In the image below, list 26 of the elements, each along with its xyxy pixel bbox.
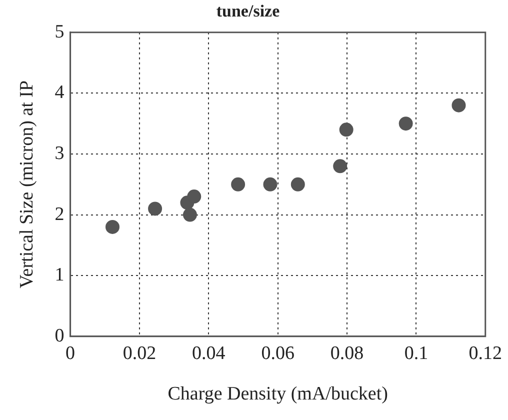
x-tick-label: 0.1: [404, 342, 428, 364]
y-tick-label: 5: [54, 21, 64, 42]
x-tick-label: 0.04: [192, 342, 226, 364]
chart-title: tune/size: [216, 2, 280, 21]
point: [263, 177, 278, 192]
point: [187, 190, 202, 204]
point: [231, 177, 246, 192]
x-tick-label: 0.02: [122, 342, 156, 364]
point: [398, 116, 413, 131]
point: [182, 208, 197, 222]
point: [333, 159, 348, 174]
y-tick-label: 0: [54, 325, 64, 346]
y-tick-label: 2: [54, 204, 64, 225]
x-tick-label: 0.06: [261, 342, 294, 364]
y-tick-label: 4: [54, 82, 65, 104]
point: [148, 202, 162, 216]
x-axis-title: Charge Density (mA/bucket): [168, 384, 388, 405]
y-axis-title: Vertical Size (micron) at IP: [16, 80, 38, 288]
point: [452, 98, 466, 112]
x-tick-label: 0.08: [330, 342, 364, 364]
y-tick-label: 3: [54, 142, 64, 164]
point: [106, 220, 120, 234]
point: [290, 177, 305, 192]
x-tick-label: 0.12: [468, 342, 502, 364]
y-tick-label: 1: [54, 264, 64, 286]
point: [339, 122, 354, 137]
